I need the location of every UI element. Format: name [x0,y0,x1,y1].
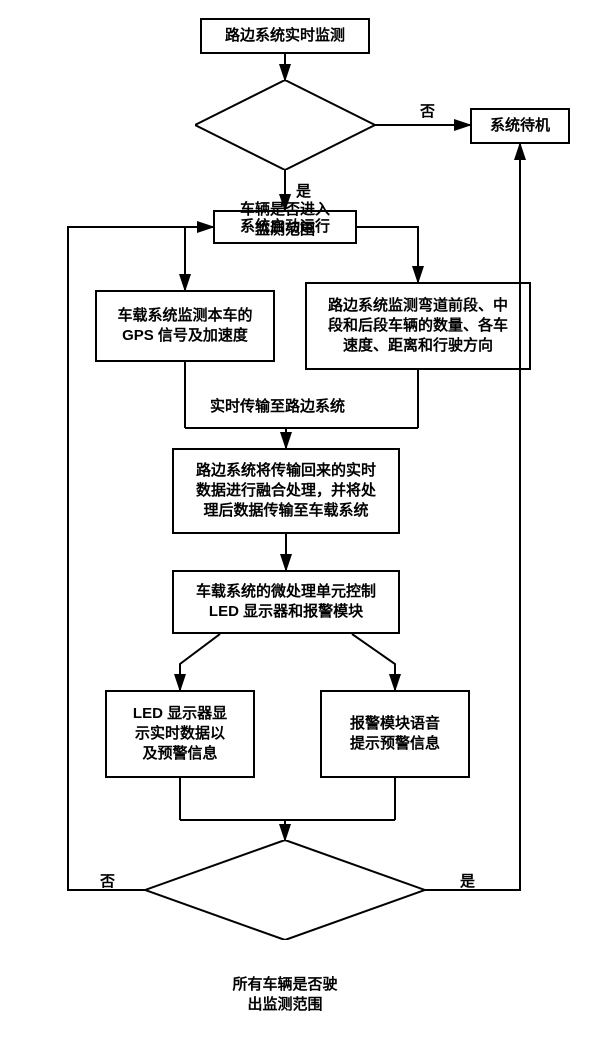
text: LED 显示器显示实时数据以及预警信息 [133,704,227,765]
node-standby: 系统待机 [470,108,570,144]
text: 路边系统监测弯道前段、中段和后段车辆的数量、各车速度、距离和行驶方向 [328,296,508,357]
text: 路边系统将传输回来的实时数据进行融合处理，并将处理后数据传输至车载系统 [196,461,376,522]
label-d2-no: 否 [100,870,115,891]
node-start: 路边系统实时监测 [200,18,370,54]
text: 报警模块语音提示预警信息 [350,714,440,755]
label-d1-yes: 是 [296,180,311,201]
text: 系统待机 [490,116,550,136]
label-d2-yes: 是 [460,870,475,891]
node-fusion: 路边系统将传输回来的实时数据进行融合处理，并将处理后数据传输至车载系统 [172,448,400,534]
decision-enter-range: 车辆是否进入监测范围 [195,80,375,170]
decision-exit-range: 所有车辆是否驶出监测范围 [145,840,425,940]
node-alarm: 报警模块语音提示预警信息 [320,690,470,778]
node-led: LED 显示器显示实时数据以及预警信息 [105,690,255,778]
label-d1-no: 否 [420,100,435,121]
text: 路边系统实时监测 [225,26,345,46]
text: 车辆是否进入监测范围 [240,200,330,241]
text: 车载系统监测本车的GPS 信号及加速度 [117,306,252,347]
node-onboard-monitor: 车载系统监测本车的GPS 信号及加速度 [95,290,275,362]
node-roadside-monitor: 路边系统监测弯道前段、中段和后段车辆的数量、各车速度、距离和行驶方向 [305,282,531,370]
node-mcu: 车载系统的微处理单元控制LED 显示器和报警模块 [172,570,400,634]
label-xmit: 实时传输至路边系统 [210,395,345,416]
text: 所有车辆是否驶出监测范围 [232,975,337,1016]
text: 车载系统的微处理单元控制LED 显示器和报警模块 [196,582,376,623]
